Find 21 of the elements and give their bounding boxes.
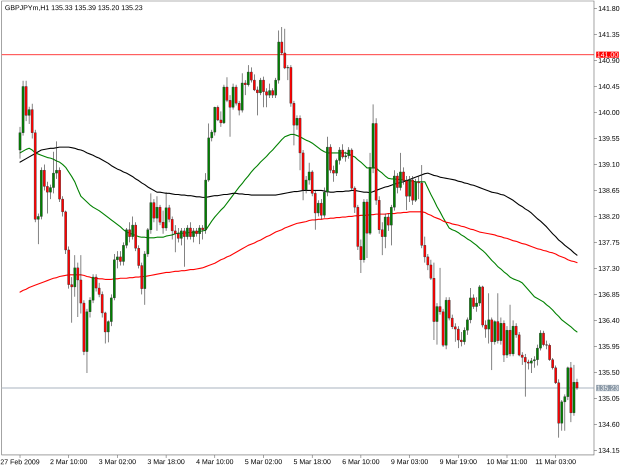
candlestick bbox=[496, 292, 500, 344]
candlestick bbox=[344, 151, 347, 162]
candlestick bbox=[341, 144, 344, 159]
candlestick bbox=[198, 224, 201, 244]
candlestick bbox=[456, 326, 460, 348]
candlestick bbox=[189, 222, 192, 240]
candlestick bbox=[487, 292, 490, 344]
candlestick bbox=[164, 192, 168, 232]
candlestick bbox=[524, 354, 527, 397]
candlestick bbox=[414, 178, 417, 202]
candlestick bbox=[128, 222, 131, 243]
candlestick bbox=[542, 330, 545, 347]
candlestick bbox=[183, 228, 186, 267]
candlestick bbox=[192, 228, 195, 243]
candlestick bbox=[508, 304, 512, 357]
candlestick bbox=[195, 228, 198, 237]
candlestick bbox=[156, 196, 158, 232]
candlestick bbox=[262, 76, 265, 108]
candlestick bbox=[411, 176, 414, 206]
candlestick bbox=[399, 152, 402, 191]
candlestick bbox=[530, 358, 533, 374]
